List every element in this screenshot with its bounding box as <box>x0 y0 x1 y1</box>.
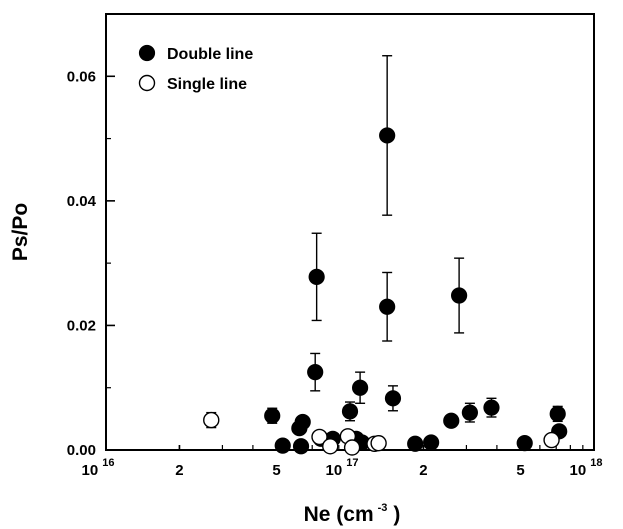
double-line-point <box>423 434 440 451</box>
x-tick-mantissa: 2 <box>175 462 183 479</box>
x-tick-mantissa: 10 <box>82 462 99 479</box>
x-tick-mantissa: 5 <box>516 462 524 479</box>
double-line-point <box>483 399 500 416</box>
x-tick-mantissa: 10 <box>570 462 587 479</box>
double-line-point <box>274 437 291 454</box>
legend-label-single-line: Single line <box>167 76 247 93</box>
double-line-point <box>384 390 402 407</box>
x-tick-label: 2 <box>419 462 427 479</box>
double-line-point <box>292 438 310 455</box>
double-line-point <box>443 412 460 429</box>
x-tick-mantissa: 2 <box>419 462 427 479</box>
double-line-point <box>407 435 424 452</box>
x-tick-label: 2 <box>175 462 183 479</box>
error-bars <box>206 55 563 429</box>
legend-marker-double-line <box>138 44 156 62</box>
double-line-point <box>461 404 478 421</box>
double-line-point <box>516 435 533 452</box>
x-axis-title-main: Ne (cm <box>304 503 374 526</box>
x-tick-label: 10 17 <box>326 457 359 479</box>
y-tick-label: 0.04 <box>67 193 97 210</box>
y-tick-label: 0.02 <box>67 317 96 334</box>
x-tick-label: 5 <box>272 462 280 479</box>
double-line-point <box>308 268 325 285</box>
y-tick-label: 0.00 <box>67 442 96 459</box>
double-line-point <box>264 407 281 424</box>
double-line-point <box>379 127 396 144</box>
double-line-point <box>451 287 468 304</box>
x-tick-mantissa: 5 <box>272 462 280 479</box>
single-line-point <box>343 439 361 456</box>
x-tick-label: 10 18 <box>570 457 603 479</box>
single-line-point <box>322 438 339 455</box>
x-tick-exponent: 18 <box>590 457 602 469</box>
single-line-point <box>370 434 387 452</box>
x-tick-mantissa: 10 <box>326 462 343 479</box>
single-line-point <box>311 428 328 446</box>
double-line-point <box>294 413 311 431</box>
x-tick-label: 10 16 <box>82 457 115 479</box>
double-line-point <box>379 298 396 315</box>
double-line-point <box>351 379 369 396</box>
x-tick-exponent: 16 <box>102 457 114 469</box>
y-axis-ticks: 0.00 0.02 0.04 0.06 <box>67 68 115 459</box>
single-line-point <box>203 411 220 429</box>
x-axis-title-exponent: -3 <box>378 502 388 514</box>
double-line-point <box>307 364 324 381</box>
legend: Double line Single line <box>138 44 253 93</box>
double-line-point <box>341 403 359 420</box>
x-tick-exponent: 17 <box>346 457 358 469</box>
double-line-point <box>549 405 566 422</box>
y-tick-label: 0.06 <box>67 68 96 85</box>
legend-marker-single-line <box>138 74 156 92</box>
x-axis-title: Ne (cm -3) <box>304 502 401 526</box>
y-axis-title: Ps/Po <box>9 203 32 261</box>
single-line-point <box>543 431 560 449</box>
x-tick-label: 5 <box>516 462 524 479</box>
data-points <box>203 127 568 456</box>
x-axis-title-close: ) <box>393 503 400 526</box>
legend-label-double-line: Double line <box>167 46 253 63</box>
